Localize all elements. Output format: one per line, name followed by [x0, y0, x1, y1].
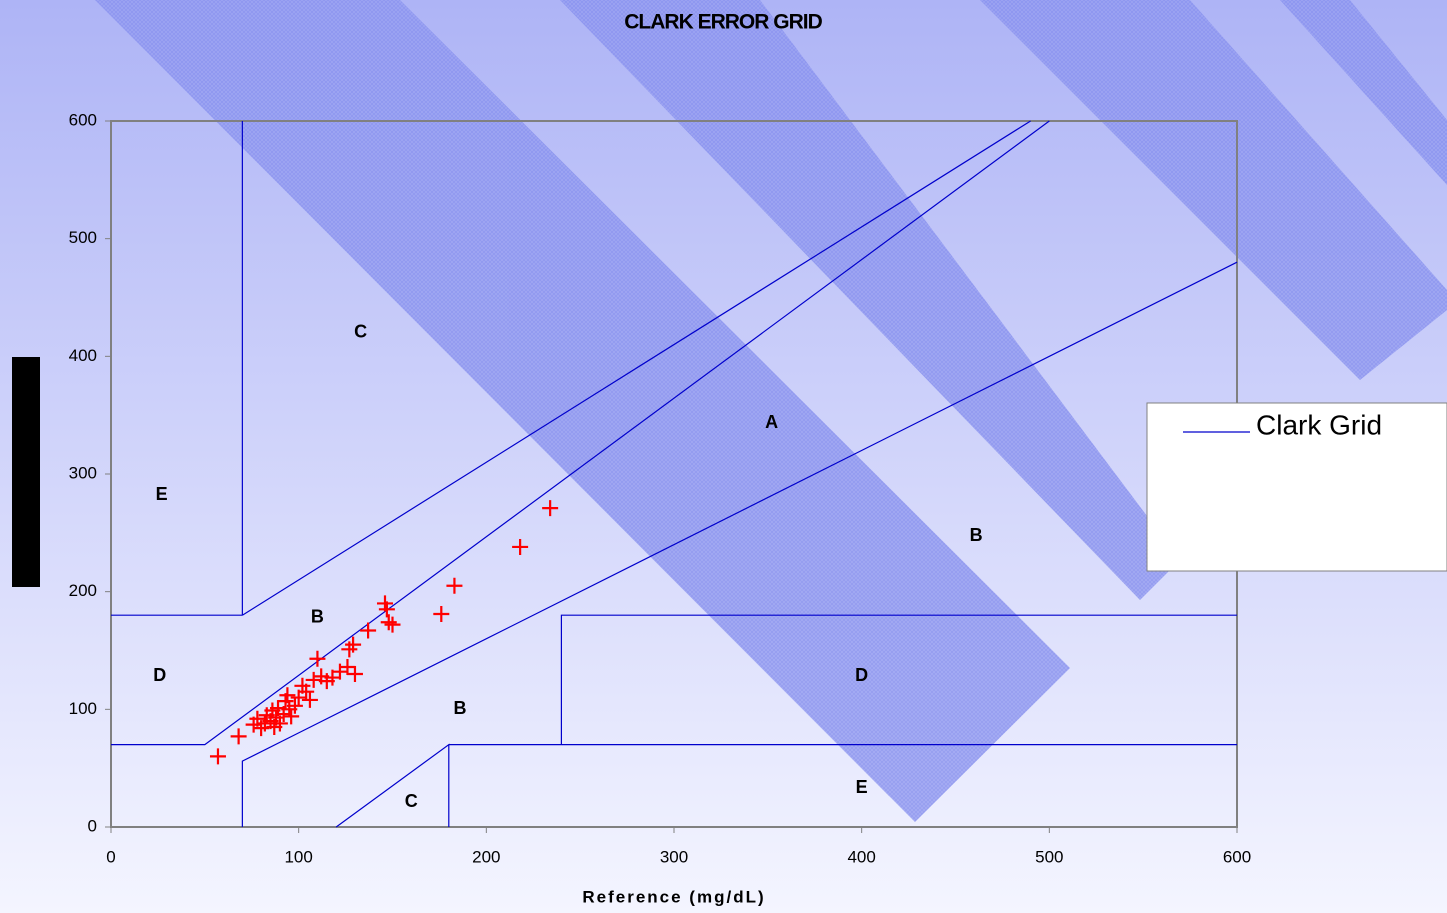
- y-tick-label: 0: [88, 816, 97, 835]
- data-point: [298, 683, 315, 700]
- data-point: [512, 538, 529, 555]
- zone-label: B: [311, 606, 324, 626]
- x-tick-label: 0: [106, 847, 115, 866]
- clark-grid-line: [242, 120, 1031, 616]
- zone-label: D: [153, 665, 166, 685]
- legend-label: Clark Grid: [1256, 409, 1382, 440]
- zone-label: C: [405, 791, 418, 811]
- data-point: [283, 708, 300, 725]
- zone-label: D: [855, 665, 868, 685]
- data-point: [345, 636, 362, 653]
- y-tick-label: 600: [69, 110, 97, 129]
- data-point: [446, 577, 463, 594]
- axis-label-block: [12, 357, 40, 587]
- zone-label: E: [856, 777, 868, 797]
- y-tick-label: 400: [69, 346, 97, 365]
- legend: [1146, 402, 1447, 572]
- stripe: [1280, 0, 1447, 185]
- x-tick-label: 600: [1223, 847, 1251, 866]
- data-point: [279, 687, 296, 704]
- data-point: [378, 601, 395, 618]
- clark-grid-line: [241, 261, 1238, 827]
- data-point: [542, 500, 559, 517]
- data-point: [339, 658, 356, 675]
- decor-stripes: [95, 0, 1447, 822]
- x-tick-label: 300: [660, 847, 688, 866]
- zone-label: B: [970, 525, 983, 545]
- data-point: [360, 622, 377, 639]
- data-point: [271, 715, 288, 732]
- data-point: [433, 606, 450, 623]
- data-point: [305, 671, 322, 688]
- y-tick-label: 100: [69, 699, 97, 718]
- data-point: [209, 748, 226, 765]
- x-tick-label: 400: [847, 847, 875, 866]
- y-tick-label: 300: [69, 463, 97, 482]
- zone-label: E: [156, 484, 168, 504]
- zone-label: A: [765, 412, 778, 432]
- x-tick-label: 100: [284, 847, 312, 866]
- data-point: [380, 614, 397, 631]
- clark-grid-line: [111, 120, 1050, 746]
- zone-label: C: [354, 322, 367, 342]
- x-axis-label: Reference (mg/dL): [582, 887, 765, 906]
- data-point: [384, 616, 401, 633]
- data-point: [346, 666, 363, 683]
- y-tick-label: 200: [69, 581, 97, 600]
- data-point: [309, 650, 326, 667]
- stripe: [95, 0, 1070, 822]
- data-point: [301, 691, 318, 708]
- chart-title: CLARK ERROR GRID: [624, 11, 822, 34]
- data-point: [286, 697, 303, 714]
- stripe: [560, 0, 1180, 600]
- x-tick-label: 200: [472, 847, 500, 866]
- data-point: [230, 728, 247, 745]
- stripe: [980, 0, 1447, 380]
- x-tick-label: 500: [1035, 847, 1063, 866]
- clark-grid-line: [560, 614, 1237, 745]
- y-tick-label: 500: [69, 228, 97, 247]
- zone-label: B: [454, 698, 467, 718]
